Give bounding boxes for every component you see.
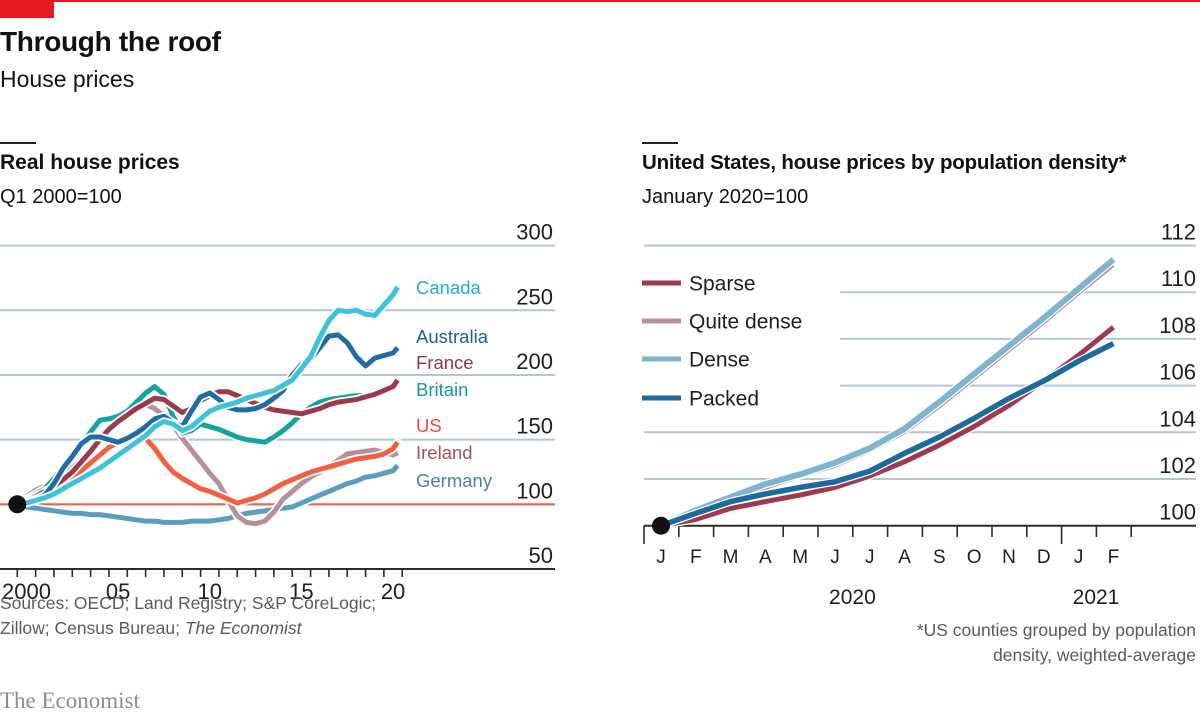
brand-logo: The Economist (0, 688, 140, 713)
month-label: S (933, 547, 946, 568)
y-tick-label: 50 (529, 543, 553, 568)
footnote: *US counties grouped by population densi… (917, 618, 1196, 668)
page-title: Through the roof (0, 26, 221, 57)
label-britain: Britain (416, 379, 468, 400)
y-tick-label: 150 (516, 414, 553, 439)
line-germany (16, 463, 400, 525)
legend-label: Sparse (689, 273, 756, 296)
legend-item-sparse: Sparse (642, 273, 756, 296)
x-tick-label: 15 (289, 579, 313, 604)
legend-label: Dense (689, 349, 750, 372)
month-label: D (1037, 547, 1051, 568)
left-chart-title: Real house prices (0, 151, 180, 174)
legend-label: Quite dense (689, 311, 802, 334)
label-australia: Australia (416, 326, 489, 347)
top-red-rule (0, 0, 1200, 2)
left-series (13, 282, 402, 528)
month-label: J (865, 547, 875, 568)
y-tick-label: 104 (1159, 406, 1196, 431)
legend-item-packed: Packed (642, 388, 759, 411)
y-tick-label: 200 (516, 349, 553, 374)
month-label: A (759, 547, 772, 568)
month-label: F (690, 547, 702, 568)
series-packed (659, 340, 1116, 530)
line-us (16, 433, 400, 507)
series-us (13, 431, 402, 509)
footnote-line-1: *US counties grouped by population (916, 620, 1196, 640)
footnote-line-2: density, weighted-average (993, 645, 1196, 665)
left-series-labels: Canada Australia France Britain US Ireland Ger… (416, 277, 493, 491)
series-australia (13, 330, 402, 509)
x-tick-label: 20 (381, 579, 405, 604)
series-germany (13, 461, 402, 527)
series-dense (659, 256, 1117, 530)
month-label: M (723, 547, 739, 568)
line-dense (659, 257, 1116, 529)
legend: Sparse Quite dense Dense Packed (642, 273, 802, 411)
label-ireland: Ireland (416, 442, 473, 463)
sources-publication: The Economist (184, 618, 302, 638)
month-label: M (792, 547, 808, 568)
start-marker (8, 495, 27, 514)
month-label: J (1074, 547, 1084, 568)
x-tick-label: 05 (106, 579, 130, 604)
line-australia (16, 332, 400, 507)
y-tick-label: 112 (1161, 220, 1196, 245)
legend-item-quite-dense: Quite dense (642, 311, 802, 334)
series-canada (13, 282, 402, 509)
y-tick-label: 110 (1161, 266, 1196, 291)
label-canada: Canada (416, 277, 482, 298)
year-label: 2020 (829, 586, 876, 609)
sources-line-2-text: Zillow; Census Bureau; (0, 618, 185, 638)
page-subtitle: House prices (0, 66, 135, 92)
label-germany: Germany (416, 470, 493, 491)
month-label: N (1002, 547, 1016, 568)
y-tick-label: 106 (1159, 360, 1196, 385)
left-chart-rule (0, 142, 36, 144)
sources-line-2: Zillow; Census Bureau; The Economist (0, 616, 376, 641)
y-tick-label: 102 (1159, 453, 1196, 478)
brand-red-tag (0, 0, 54, 18)
month-label: F (1108, 547, 1120, 568)
month-label: J (830, 547, 840, 568)
month-label: O (967, 547, 982, 568)
line-canada (16, 285, 400, 507)
y-tick-label: 108 (1159, 313, 1196, 338)
x-tick-label: 10 (198, 579, 222, 604)
legend-label: Packed (689, 388, 759, 411)
right-series (659, 256, 1117, 530)
label-france: France (416, 352, 474, 373)
line-packed (660, 341, 1115, 529)
x-tick-label: 2000 (2, 579, 51, 604)
sources-line-1: Sources: OECD; Land Registry; S&P CoreLo… (0, 593, 377, 613)
left-chart-subtitle: Q1 2000=100 (0, 186, 122, 208)
y-tick-label: 300 (516, 220, 553, 245)
year-label: 2021 (1073, 586, 1120, 609)
y-tick-label: 100 (516, 478, 553, 503)
right-chart-rule (642, 142, 678, 144)
label-us: US (416, 415, 442, 436)
start-marker (652, 516, 670, 535)
y-tick-label: 100 (1159, 500, 1196, 525)
legend-item-dense: Dense (642, 349, 750, 372)
right-chart-subtitle: January 2020=100 (642, 186, 809, 208)
y-tick-label: 250 (516, 284, 553, 309)
sources-note: Sources: OECD; Land Registry; S&P CoreLo… (0, 591, 376, 641)
right-chart-title: United States, house prices by populatio… (642, 151, 1127, 174)
month-label: J (656, 547, 666, 568)
month-label: A (898, 547, 911, 568)
